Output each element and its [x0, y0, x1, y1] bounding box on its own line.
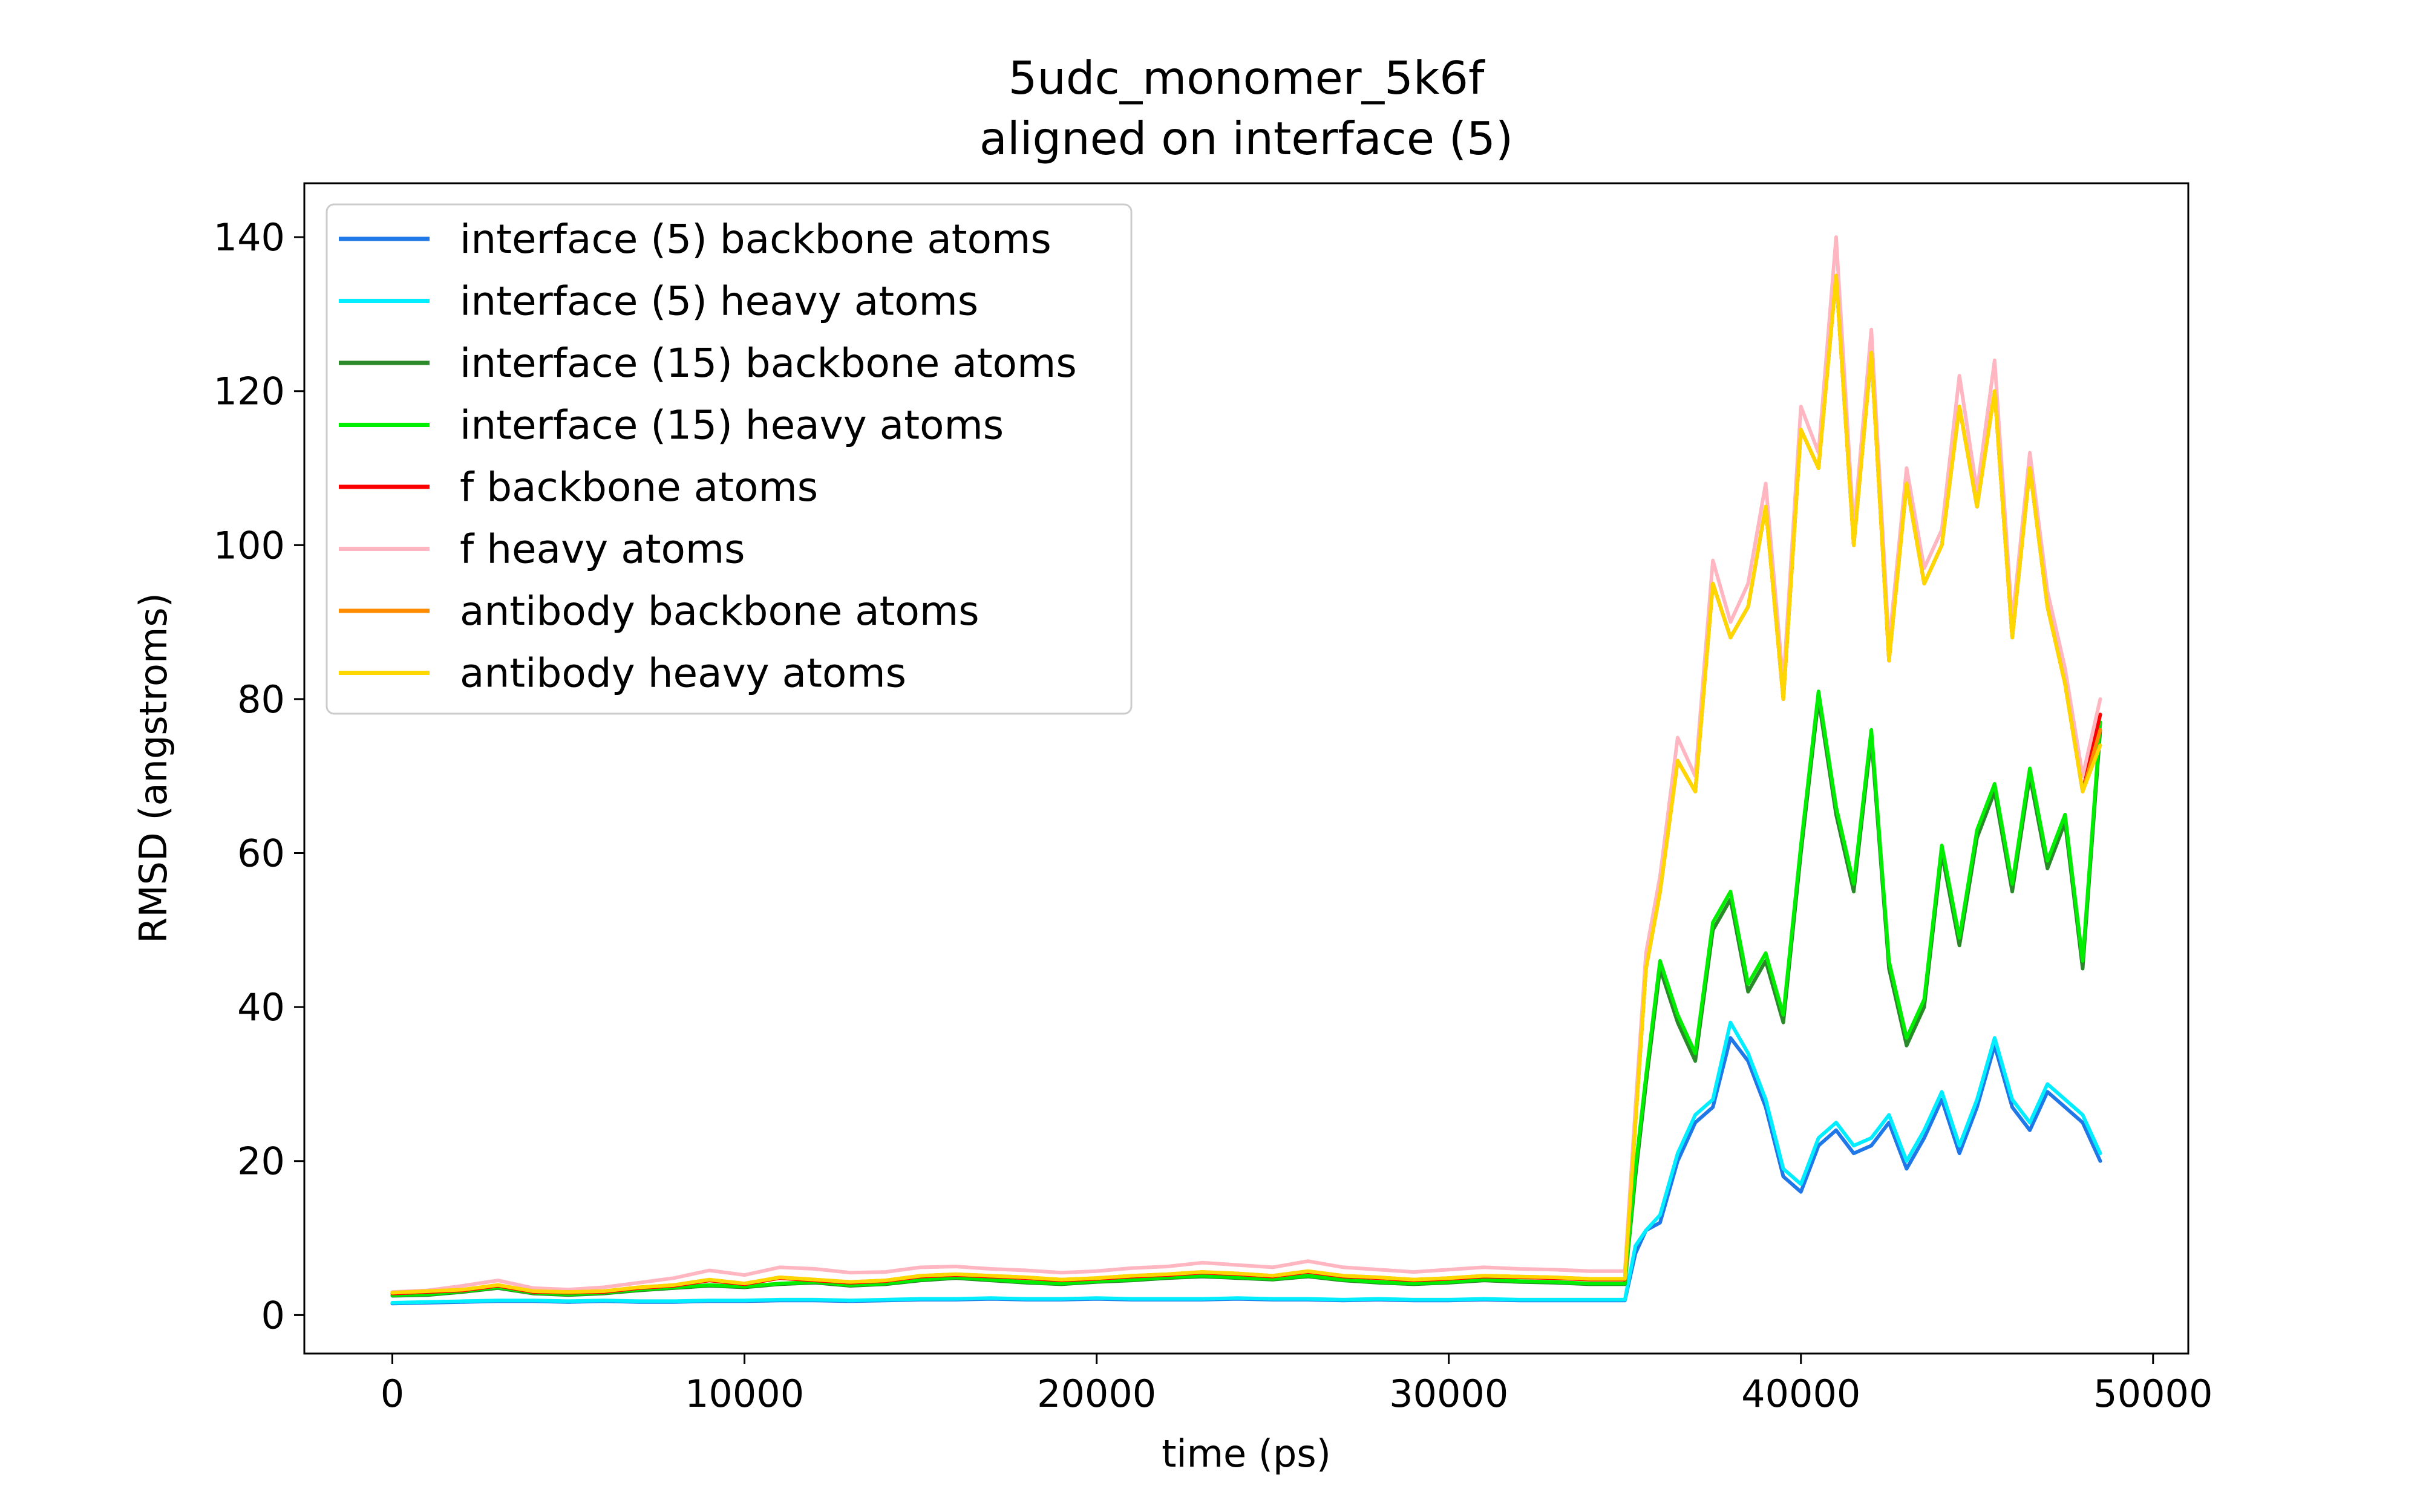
legend-label-1: interface (5) backbone atoms: [460, 216, 1051, 262]
chart-title-line2: aligned on interface (5): [979, 112, 1513, 165]
x-tick-label: 20000: [1037, 1372, 1156, 1416]
legend-label-2: interface (5) heavy atoms: [460, 278, 978, 325]
legend-label-7: antibody backbone atoms: [460, 588, 979, 634]
x-axis-label: time (ps): [1162, 1432, 1331, 1476]
y-tick-label: 20: [237, 1139, 285, 1184]
series-line-4: [390, 689, 2102, 1297]
x-tick-label: 0: [381, 1372, 404, 1416]
series-line-8: [390, 273, 2102, 1295]
y-tick-label: 100: [214, 523, 285, 567]
legend-label-6: f heavy atoms: [460, 526, 745, 573]
y-tick-label: 120: [214, 370, 285, 414]
y-tick-label: 60: [237, 832, 285, 876]
y-tick-label: 140: [214, 215, 285, 259]
y-axis-label: RMSD (angstroms): [131, 593, 175, 943]
legend-box: [325, 203, 1133, 715]
series-line-2: [390, 1020, 2102, 1305]
x-tick-label: 10000: [685, 1372, 804, 1416]
y-tick-label: 0: [261, 1293, 285, 1337]
legend: interface (5) backbone atoms interface (5…: [325, 203, 1133, 715]
x-tick-label: 30000: [1389, 1372, 1508, 1416]
x-tick-label: 40000: [1741, 1372, 1860, 1416]
series-line-6: [390, 235, 2102, 1294]
legend-label-8: antibody heavy atoms: [460, 650, 906, 697]
legend-label-5: f backbone atoms: [460, 464, 818, 510]
plot-frame: [303, 182, 2189, 1355]
legend-label-4: interface (15) heavy atoms: [460, 402, 1004, 449]
x-axis: 0 10000 20000 30000 40000 50000: [381, 1354, 2212, 1416]
y-tick-label: 80: [237, 677, 285, 722]
plot-area: 0 10000 20000 30000 40000 50000 0 20 40 60 80 100 1…: [214, 182, 2212, 1416]
y-axis: 0 20 40 60 80 100 120 140: [214, 215, 304, 1337]
chart-title-line1: 5udc_monomer_5k6f: [1009, 51, 1485, 105]
legend-items: interface (5) backbone atoms interface (5…: [339, 216, 1077, 697]
x-tick-label: 50000: [2093, 1372, 2212, 1416]
y-tick-label: 40: [237, 985, 285, 1029]
series-group: [390, 235, 2102, 1306]
legend-label-3: interface (15) backbone atoms: [460, 340, 1077, 386]
